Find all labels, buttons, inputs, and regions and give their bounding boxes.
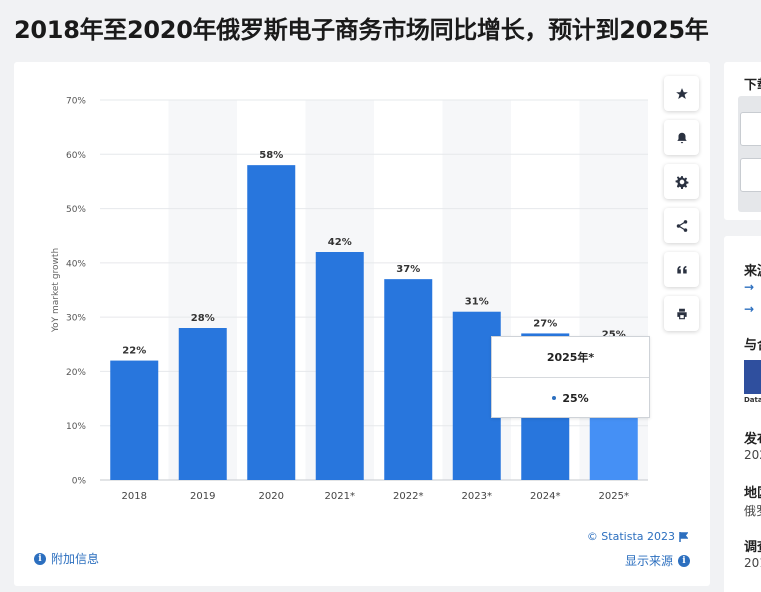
share-button[interactable] [664, 208, 699, 243]
y-tick-label: 20% [66, 368, 86, 378]
download-panel: 下载 [724, 62, 761, 220]
data-label: 37% [396, 264, 420, 275]
x-tick-label: 2025* [599, 491, 629, 502]
region-value: 俄罗 [744, 504, 761, 518]
gear-icon [675, 175, 688, 189]
y-axis-label: YoY market growth [51, 248, 61, 333]
data-label: 31% [465, 297, 489, 308]
x-tick-label: 2021* [325, 491, 355, 502]
cite-button[interactable] [664, 252, 699, 287]
credit-text: © Statista 2023 [586, 530, 675, 543]
arrow-right-icon[interactable]: → [744, 302, 755, 316]
x-tick-label: 2018 [122, 491, 147, 502]
arrow-right-icon[interactable]: → [744, 280, 755, 294]
chart-tooltip: 2025年* 25% [491, 336, 650, 418]
download-title: 下载 [744, 78, 761, 93]
x-tick-label: 2019 [190, 491, 215, 502]
print-button[interactable] [664, 296, 699, 331]
bar [110, 360, 159, 480]
download-option-1[interactable] [740, 112, 761, 146]
info-icon: i [678, 554, 690, 567]
info-icon: i [34, 552, 46, 565]
release-value: 202 [744, 448, 761, 462]
additional-info-link[interactable]: i 附加信息 [34, 550, 99, 567]
tooltip-value-row: 25% [492, 378, 649, 418]
data-label: 28% [191, 313, 215, 324]
bell-icon [676, 132, 687, 143]
data-label: 25% [602, 329, 626, 340]
favorite-button[interactable] [664, 76, 699, 111]
show-source-link[interactable]: 显示来源 i [625, 552, 690, 569]
y-tick-label: 50% [66, 205, 86, 215]
y-tick-label: 0% [72, 477, 87, 487]
y-tick-label: 30% [66, 314, 86, 324]
settings-button[interactable] [664, 164, 699, 199]
tooltip-title: 2025年* [492, 337, 649, 378]
data-label: 22% [122, 346, 146, 357]
print-icon [676, 308, 687, 319]
bar [315, 252, 364, 480]
share-icon [676, 219, 687, 232]
download-option-2[interactable] [740, 158, 761, 192]
release-title: 发布 [744, 432, 761, 447]
chart-card: 0% 10% 20% 30% 40% 50% 60% 70% YoY market growth… [14, 62, 710, 586]
y-tick-label: 40% [66, 259, 86, 269]
y-tick-label: 70% [66, 97, 86, 107]
y-tick-label: 10% [66, 422, 86, 432]
quote-icon [676, 265, 687, 273]
with-title: 与合 [744, 338, 761, 353]
bar [384, 279, 433, 480]
data-label: 27% [533, 318, 557, 329]
statista-credit-link[interactable]: © Statista 2023 [587, 530, 688, 543]
details-panel: 来源 → → 与合 Data 发布 202 地区 俄罗 调查 201 [724, 236, 761, 592]
page-title: 2018年至2020年俄罗斯电子商务市场同比增长，预计到2025年 [14, 16, 709, 44]
additional-info-text: 附加信息 [51, 552, 100, 566]
star-icon [675, 87, 688, 99]
x-tick-label: 2020 [259, 491, 284, 502]
x-tick-label: 2023* [462, 491, 492, 502]
series-dot [552, 396, 557, 400]
show-source-text: 显示来源 [624, 554, 673, 568]
survey-value: 201 [744, 556, 761, 570]
source-thumbnail[interactable] [744, 360, 761, 394]
data-label: 42% [328, 237, 352, 248]
y-tick-label: 60% [66, 151, 86, 161]
x-tick-label: 2024* [530, 491, 560, 502]
tooltip-value: 25% [562, 391, 589, 405]
bar-chart: 0% 10% 20% 30% 40% 50% 60% 70% YoY market growth… [51, 97, 648, 502]
x-tick-label: 2022* [393, 491, 423, 502]
bar [247, 165, 296, 480]
region-title: 地区 [744, 486, 761, 501]
data-label: 58% [259, 150, 283, 161]
flag-icon [679, 531, 688, 542]
source-title: 来源 [744, 264, 761, 279]
survey-title: 调查 [744, 540, 761, 555]
notification-button[interactable] [664, 120, 699, 155]
bar [178, 328, 227, 480]
thumbnail-caption: Data [744, 396, 761, 404]
